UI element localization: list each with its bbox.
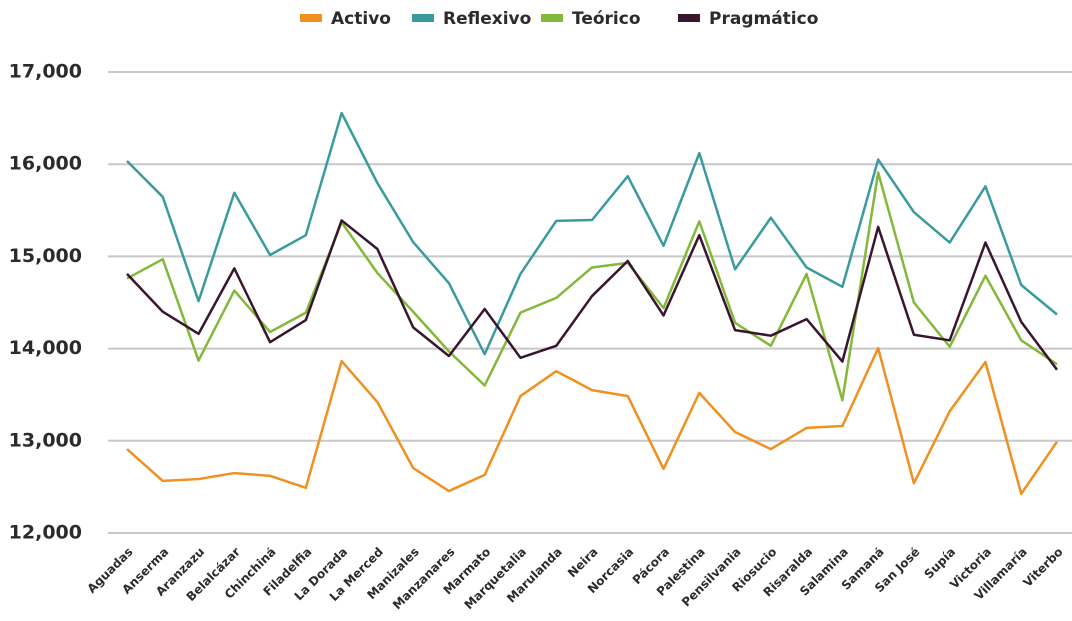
- series-line: [126, 346, 1059, 496]
- y-tick-label: 15,000: [9, 245, 82, 267]
- series-line: [126, 171, 1058, 402]
- legend-swatch: [412, 14, 434, 22]
- x-tick-label: Marquetalia: [462, 545, 529, 612]
- legend-label: Activo: [331, 9, 391, 29]
- legend-label: Reflexivo: [443, 9, 531, 29]
- legend-label: Pragmático: [709, 9, 818, 29]
- x-tick-label: Viterbo: [1020, 545, 1065, 590]
- legend-label: Teórico: [572, 9, 641, 29]
- legend-swatch: [678, 14, 700, 22]
- y-tick-label: 13,000: [9, 429, 82, 451]
- y-tick-label: 14,000: [9, 337, 82, 359]
- legend-swatch: [541, 14, 563, 22]
- y-tick-label: 16,000: [9, 153, 82, 175]
- series-line: [126, 219, 1059, 371]
- series-line: [126, 111, 1058, 356]
- y-tick-label: 12,000: [9, 522, 82, 544]
- y-tick-label: 17,000: [9, 61, 82, 83]
- legend-swatch: [300, 14, 322, 22]
- x-tick-label: Manzanares: [390, 545, 458, 613]
